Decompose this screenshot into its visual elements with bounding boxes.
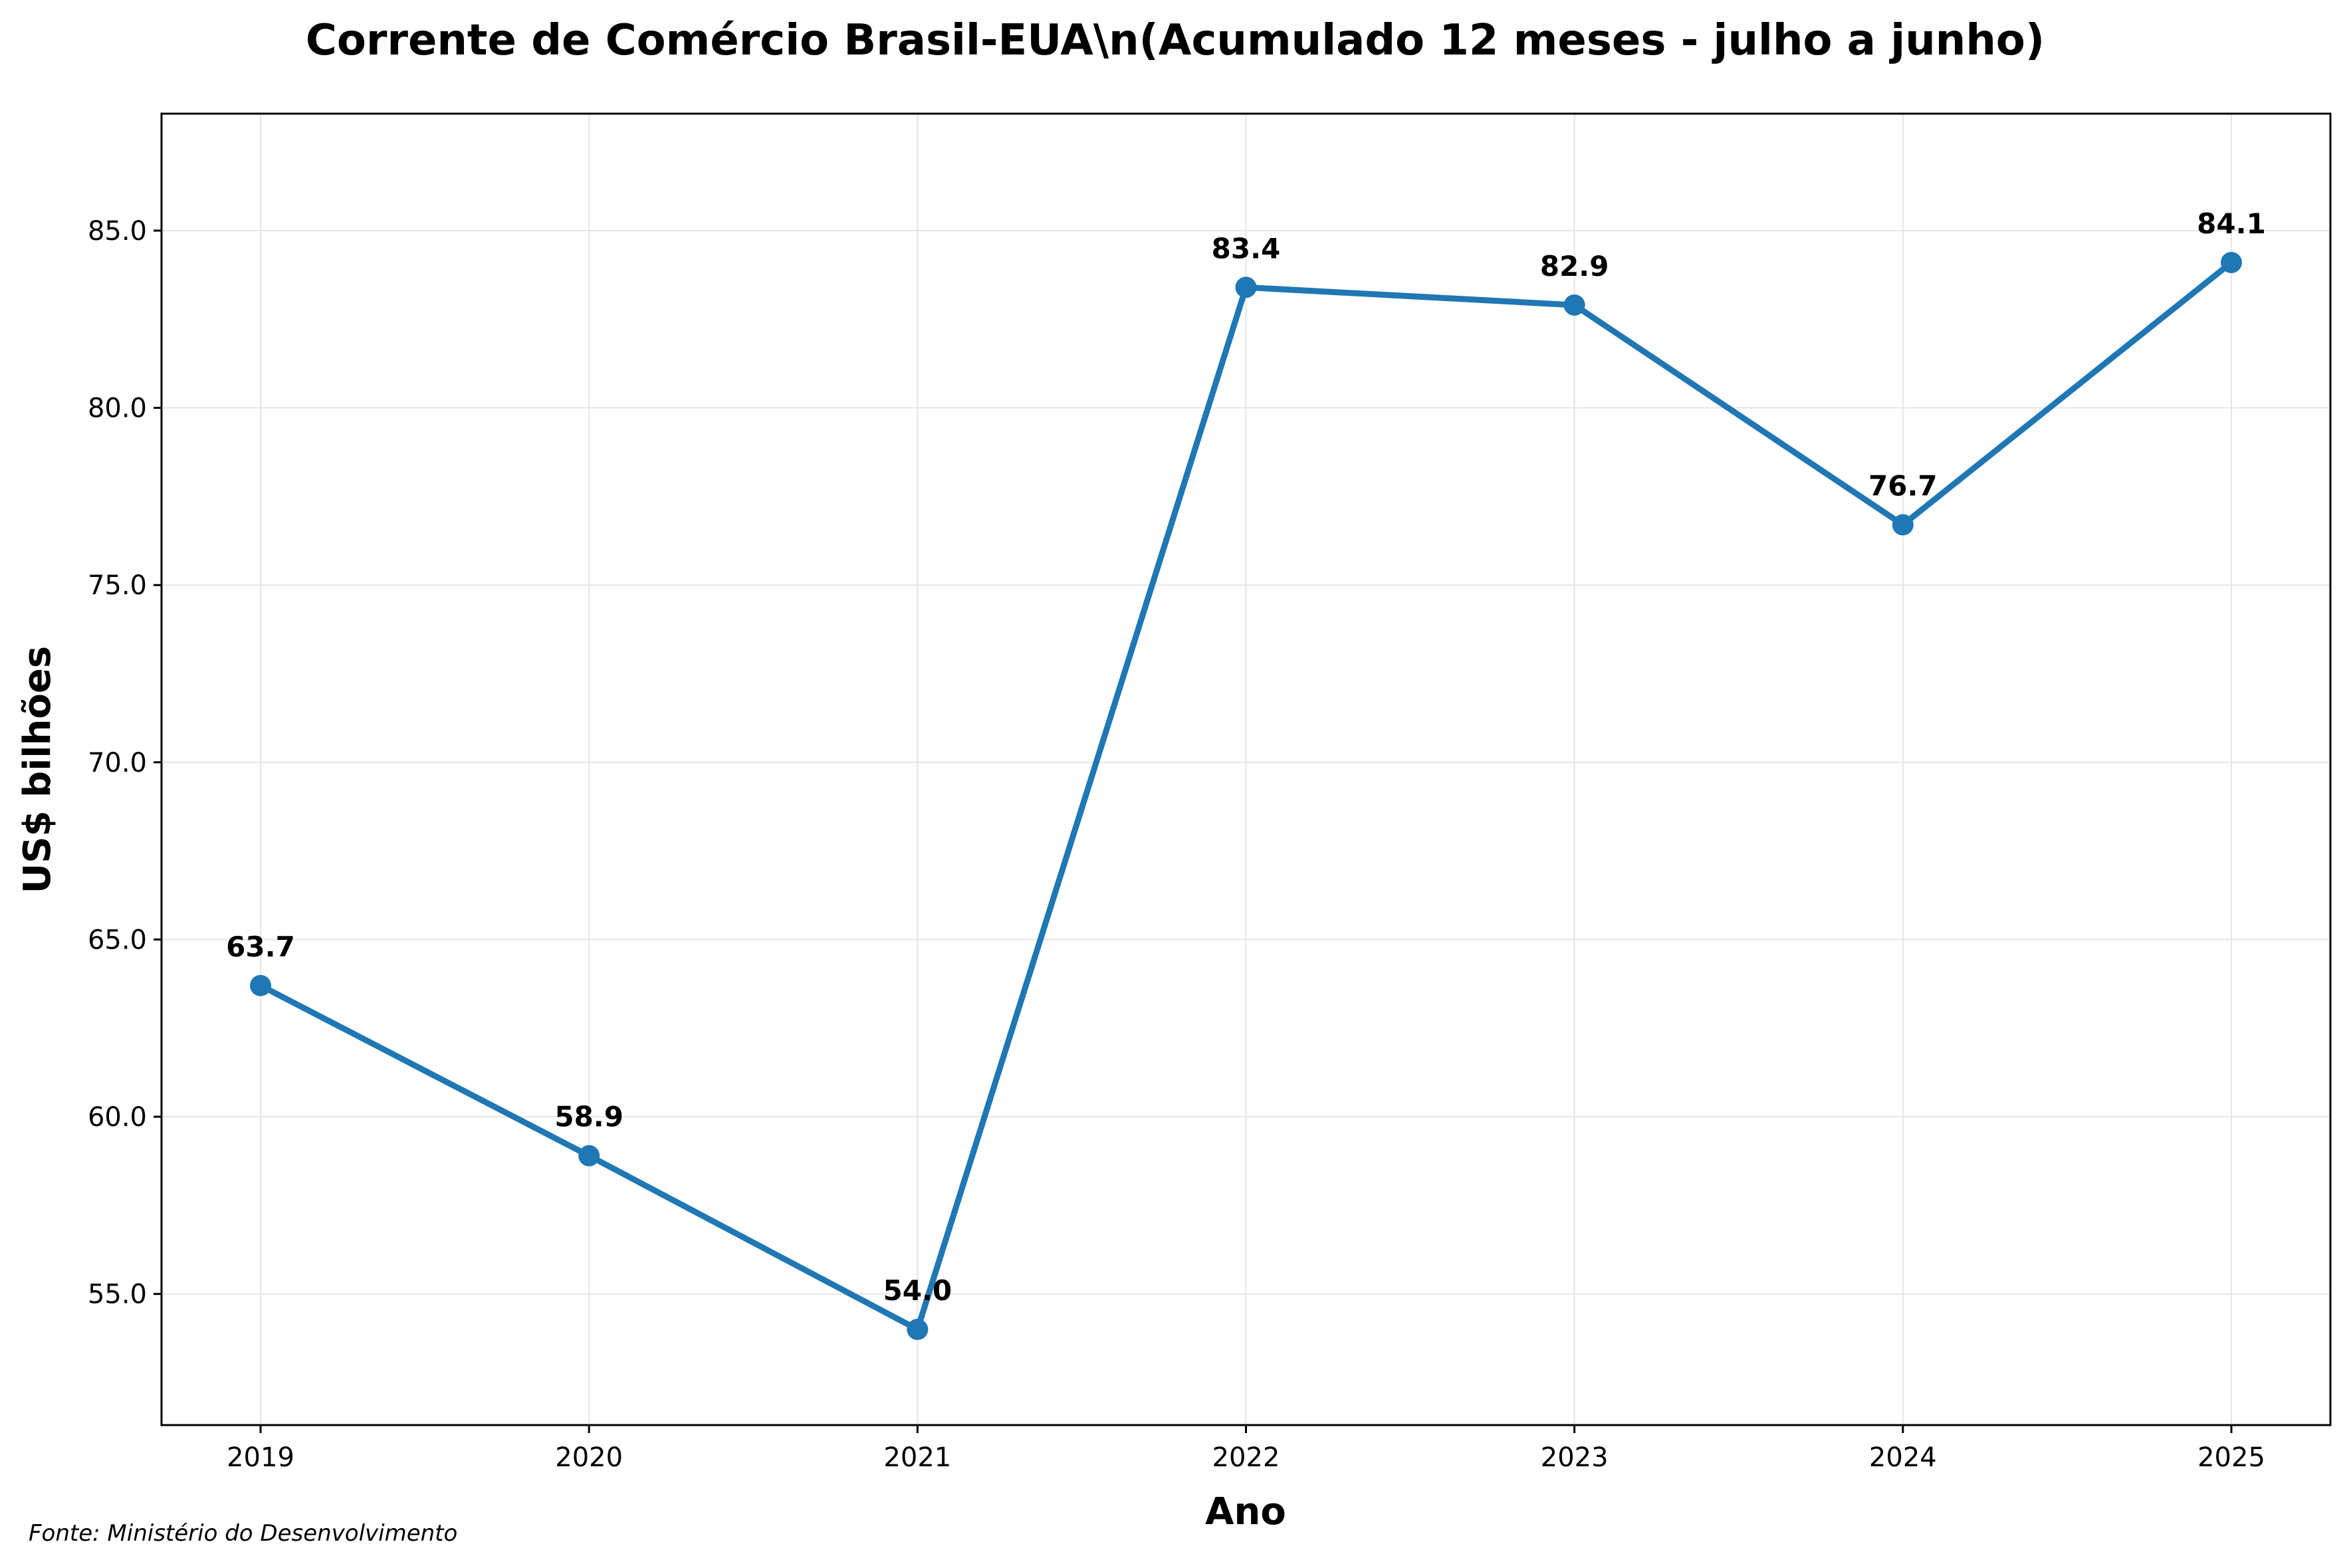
x-axis-title: Ano	[1205, 1490, 1286, 1533]
y-axis-title: US$ bilhões	[16, 646, 59, 893]
data-point	[250, 974, 271, 996]
data-label: 54.0	[883, 1274, 952, 1307]
data-labels: 63.7 58.9 54.0 83.4 82.9 76.7 84.1	[226, 207, 2266, 1307]
grid	[162, 114, 2330, 1425]
x-tick-label: 2022	[1212, 1442, 1280, 1473]
data-label: 58.9	[554, 1101, 623, 1133]
y-tick-label: 65.0	[88, 925, 147, 955]
x-tick-label: 2024	[1869, 1442, 1937, 1473]
data-label: 82.9	[1540, 250, 1609, 282]
x-tick-label: 2025	[2197, 1442, 2265, 1473]
plot-area-frame	[160, 112, 2332, 1426]
data-point	[1235, 277, 1257, 298]
x-tick-label: 2021	[883, 1442, 951, 1473]
data-point	[578, 1145, 600, 1167]
y-tick-label: 55.0	[88, 1280, 147, 1310]
data-point	[2221, 251, 2242, 273]
series-layer	[250, 251, 2242, 1341]
data-point	[907, 1319, 929, 1341]
data-label: 84.1	[2197, 207, 2266, 240]
y-tick-label: 60.0	[88, 1102, 147, 1133]
data-label: 83.4	[1212, 232, 1281, 265]
y-tick-label: 80.0	[88, 393, 147, 424]
x-tick-label: 2020	[555, 1442, 623, 1473]
x-tick-label: 2023	[1541, 1442, 1609, 1473]
data-label: 76.7	[1868, 470, 1938, 503]
y-axis-ticks: 55.0 60.0 65.0 70.0 75.0 80.0 85.0	[88, 216, 162, 1310]
y-tick-label: 75.0	[88, 570, 147, 601]
source-note: Fonte: Ministério do Desenvolvimento	[29, 1520, 457, 1547]
data-point	[1563, 294, 1585, 316]
data-point	[1892, 514, 1914, 536]
data-label: 63.7	[226, 931, 295, 963]
y-tick-label: 70.0	[88, 748, 147, 778]
x-tick-label: 2019	[227, 1442, 294, 1473]
chart-title: Corrente de Comércio Brasil-EUA\n(Acumul…	[306, 16, 2045, 65]
x-axis-ticks: 2019 2020 2021 2022 2023 2024 2025	[227, 1425, 2265, 1473]
y-tick-label: 85.0	[88, 216, 147, 247]
